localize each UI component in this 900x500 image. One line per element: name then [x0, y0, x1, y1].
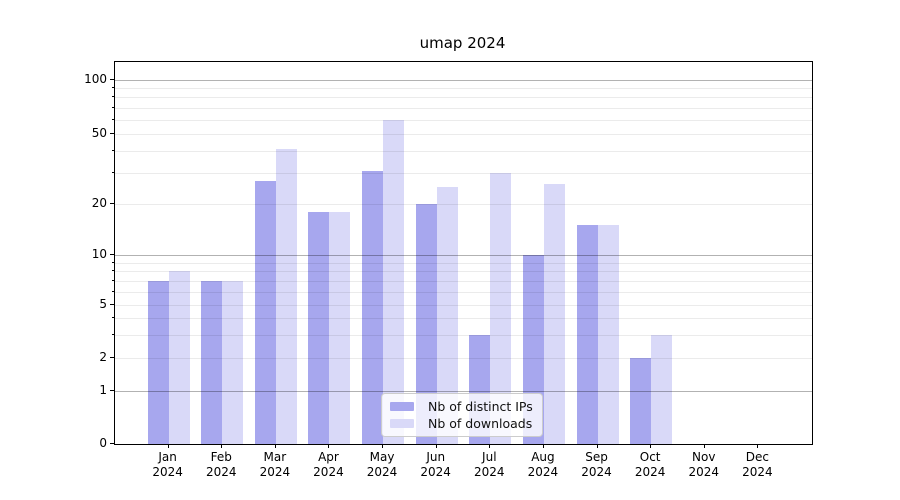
bar-distinct-ips-jan [147, 280, 169, 444]
x-tick-jun [435, 444, 437, 448]
bar-downloads-feb [222, 280, 244, 444]
x-tick-label-oct: Oct 2024 [634, 450, 666, 479]
legend: Nb of distinct IPs Nb of downloads [381, 393, 543, 437]
y-tick-100 [110, 79, 114, 80]
y-tick-1 [110, 390, 114, 391]
x-tick-label-dec: Dec 2024 [742, 450, 773, 479]
x-tick-jul [489, 444, 491, 448]
x-tick-label-feb: Feb 2024 [205, 450, 237, 479]
x-tick-mar [274, 444, 276, 448]
y-tick-0 [110, 443, 114, 444]
y-minortick-3 [112, 333, 114, 335]
y-minortick-70 [112, 106, 114, 108]
y-tick-label-20: 20 [91, 196, 107, 210]
minor-gridline-5 [115, 305, 812, 306]
y-tick-2 [110, 357, 114, 358]
x-tick-sep [596, 444, 598, 448]
y-tick-label-5: 5 [99, 297, 107, 311]
bar-distinct-ips-sep [576, 225, 598, 444]
x-tick-label-apr: Apr 2024 [313, 450, 344, 479]
bar-distinct-ips-feb [201, 280, 223, 444]
y-minortick-4 [112, 316, 114, 318]
y-minortick-8 [112, 270, 114, 272]
bar-distinct-ips-oct [630, 358, 652, 444]
bar-downloads-aug [543, 183, 565, 444]
minor-gridline-3 [115, 335, 812, 336]
y-minortick-40 [112, 150, 114, 152]
legend-swatch-downloads [390, 419, 414, 428]
bar-downloads-jan [168, 271, 190, 444]
y-tick-10 [110, 254, 114, 255]
minor-gridline-60 [115, 120, 812, 121]
minor-gridline-6 [115, 292, 812, 293]
minor-gridline-4 [115, 318, 812, 319]
chart-title: umap 2024 [419, 34, 506, 52]
y-minortick-60 [112, 118, 114, 120]
bar-downloads-jun [436, 186, 458, 444]
y-minortick-30 [112, 172, 114, 174]
y-tick-label-2: 2 [99, 350, 107, 364]
minor-gridline-50 [115, 134, 812, 135]
y-tick-20 [110, 203, 114, 204]
x-tick-dec [757, 444, 759, 448]
legend-label-downloads: Nb of downloads [428, 415, 533, 431]
x-tick-feb [221, 444, 223, 448]
legend-entry-downloads: Nb of downloads [388, 415, 536, 432]
x-tick-label-aug: Aug 2024 [527, 450, 559, 479]
x-tick-label-may: May 2024 [366, 450, 398, 479]
bar-distinct-ips-apr [308, 211, 330, 444]
legend-swatch-distinct-ips [390, 402, 414, 411]
legend-entry-distinct-ips: Nb of distinct IPs [388, 398, 536, 415]
y-minortick-80 [112, 96, 114, 98]
minor-gridline-8 [115, 271, 812, 272]
x-tick-may [382, 444, 384, 448]
bar-downloads-mar [275, 149, 297, 444]
x-tick-label-mar: Mar 2024 [259, 450, 291, 479]
x-tick-label-jun: Jun 2024 [420, 450, 451, 479]
major-gridline-100 [115, 80, 812, 81]
plot-area [114, 61, 813, 445]
bar-distinct-ips-jun [415, 204, 437, 444]
y-tick-5 [110, 304, 114, 305]
y-tick-label-100: 100 [84, 72, 107, 86]
legend-label-distinct-ips: Nb of distinct IPs [428, 398, 533, 414]
y-tick-label-10: 10 [91, 247, 107, 261]
bar-distinct-ips-may [362, 170, 384, 444]
x-tick-label-jul: Jul 2024 [474, 450, 505, 479]
bar-downloads-jul [490, 173, 512, 444]
bar-distinct-ips-mar [254, 181, 276, 444]
minor-gridline-70 [115, 108, 812, 109]
y-tick-label-0: 0 [99, 436, 107, 450]
x-tick-label-nov: Nov 2024 [688, 450, 720, 479]
x-tick-label-jan: Jan 2024 [152, 450, 183, 479]
major-gridline-10 [115, 255, 812, 256]
minor-gridline-80 [115, 97, 812, 98]
x-tick-oct [650, 444, 652, 448]
y-tick-label-1: 1 [99, 383, 107, 397]
x-tick-apr [328, 444, 330, 448]
x-tick-nov [703, 444, 705, 448]
minor-gridline-30 [115, 173, 812, 174]
minor-gridline-2 [115, 358, 812, 359]
bar-downloads-apr [329, 211, 351, 444]
bar-downloads-sep [597, 225, 619, 444]
bar-downloads-may [383, 119, 405, 444]
x-tick-label-sep: Sep 2024 [581, 450, 612, 479]
minor-gridline-40 [115, 151, 812, 152]
minor-gridline-9 [115, 263, 812, 264]
minor-gridline-90 [115, 88, 812, 89]
y-tick-label-50: 50 [91, 126, 107, 140]
y-minortick-7 [112, 279, 114, 281]
minor-gridline-20 [115, 204, 812, 205]
minor-gridline-7 [115, 281, 812, 282]
y-minortick-6 [112, 290, 114, 292]
x-tick-jan [167, 444, 169, 448]
y-minortick-90 [112, 87, 114, 89]
y-minortick-9 [112, 261, 114, 263]
bar-downloads-oct [651, 334, 673, 444]
major-gridline-1 [115, 391, 812, 392]
x-tick-aug [542, 444, 544, 448]
y-tick-50 [110, 133, 114, 134]
